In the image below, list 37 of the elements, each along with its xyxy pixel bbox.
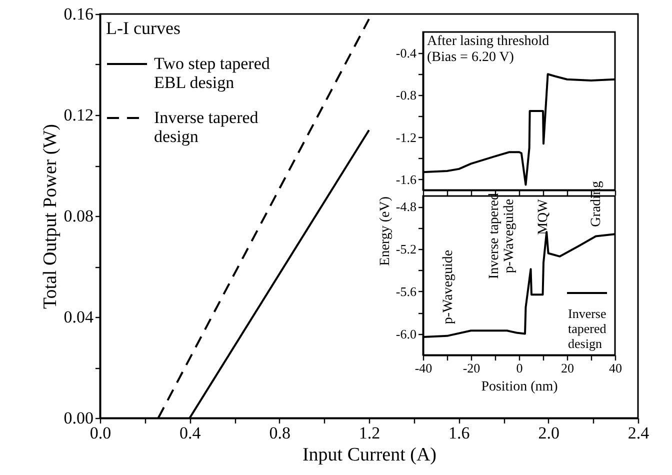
annotation: Inverse tapered p-Waveguide [487, 193, 517, 279]
y-tick-label: -1.6 [396, 172, 417, 187]
legend-label: Two step tapered EBL design [154, 54, 270, 92]
y-tick-label: -5.2 [396, 242, 416, 256]
x-tick-label: -20 [462, 360, 480, 376]
y-tick-label: 0.08 [64, 206, 94, 226]
x-axis-title: Position (nm) [481, 380, 558, 394]
x-tick-label: -40 [414, 360, 432, 376]
x-tick-label: 0 [516, 360, 523, 376]
annotation: After lasing threshold [427, 34, 550, 49]
y-tick-label: -0.4 [396, 46, 417, 61]
annotation: MQW [536, 198, 551, 235]
x-tick-label: 2.4 [628, 424, 650, 442]
x-tick-label: 0.4 [180, 424, 202, 442]
y-tick-label: -6.0 [396, 326, 416, 342]
annotation: Grading [589, 181, 604, 227]
y-tick-label: 0.16 [64, 4, 94, 24]
annotation: (Bias = 6.20 V) [427, 50, 514, 65]
x-tick-label: 0.8 [269, 424, 290, 442]
x-tick-label: 1.2 [358, 424, 380, 442]
x-axis-title: Input Current (A) [302, 444, 437, 466]
x-tick-label: 2.0 [538, 424, 560, 442]
y-tick-label: -1.2 [396, 130, 416, 145]
x-tick-label: 1.6 [448, 424, 470, 442]
y-axis-title: Total Output Power (W) [40, 124, 61, 309]
legend-label: Inverse tapered design [568, 306, 607, 351]
y-tick-label: -0.8 [396, 88, 416, 103]
y-tick-label: -5.6 [396, 284, 417, 299]
annotation: p-Waveguide [441, 250, 456, 324]
legend-label: Inverse tapered design [154, 108, 259, 146]
y-tick-label: 0.12 [64, 106, 94, 124]
x-tick-label: 40 [609, 360, 622, 376]
y-tick-label: 0.04 [64, 308, 94, 326]
legend-title: L-I curves [106, 18, 180, 38]
x-tick-label: 20 [561, 360, 574, 376]
y-tick-label: -4.8 [396, 199, 416, 214]
y-axis-title: Energy (eV) [378, 196, 393, 266]
